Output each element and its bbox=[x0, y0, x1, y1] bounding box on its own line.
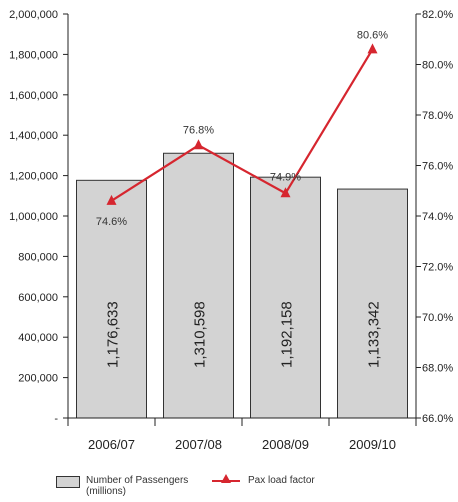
left-axis-tick-label: 1,600,000 bbox=[9, 90, 58, 102]
left-axis-tick-label: 1,400,000 bbox=[9, 130, 58, 142]
left-axis-tick-label: 1,200,000 bbox=[9, 171, 58, 183]
left-axis-tick-label: 1,800,000 bbox=[9, 49, 58, 61]
right-axis-tick-label: 74.0% bbox=[422, 211, 453, 223]
bar bbox=[163, 152, 234, 419]
right-axis-tick-label: 78.0% bbox=[422, 110, 453, 122]
right-axis-tick-label: 70.0% bbox=[422, 312, 453, 324]
load-factor-point-label: 74.6% bbox=[96, 216, 127, 228]
left-axis-tick-label: 600,000 bbox=[18, 292, 58, 304]
bar-value-label: 1,310,598 bbox=[192, 301, 209, 368]
left-axis-tick-label: 1,000,000 bbox=[9, 211, 58, 223]
right-axis-tick-label: 76.0% bbox=[422, 161, 453, 173]
load-factor-marker bbox=[280, 187, 291, 198]
load-factor-point-label: 74.9% bbox=[270, 171, 301, 183]
right-axis-tick-label: 82.0% bbox=[422, 9, 453, 21]
bar-value-label: 1,133,342 bbox=[366, 301, 383, 368]
legend-label-passengers-line1: Number of Passengers bbox=[86, 475, 189, 486]
load-factor-marker bbox=[193, 139, 204, 150]
x-axis-category-label: 2006/07 bbox=[88, 437, 135, 452]
bar bbox=[250, 176, 321, 419]
left-axis-tick-label: 400,000 bbox=[18, 332, 58, 344]
load-factor-point-label: 80.6% bbox=[357, 29, 388, 41]
left-axis-tick-label: 200,000 bbox=[18, 373, 58, 385]
bar-value-label: 1,176,633 bbox=[105, 301, 122, 368]
left-axis-tick-label: - bbox=[54, 413, 58, 425]
bar-value-label: 1,192,158 bbox=[279, 301, 296, 368]
right-axis-tick-label: 66.0% bbox=[422, 413, 453, 425]
load-factor-line bbox=[110, 48, 374, 202]
legend: Number of Passengers (millions) Pax load… bbox=[56, 474, 416, 502]
x-axis-category-label: 2009/10 bbox=[349, 437, 396, 452]
x-axis-category-label: 2007/08 bbox=[175, 437, 222, 452]
left-axis-tick-label: 800,000 bbox=[18, 251, 58, 263]
x-axis-category-label: 2008/09 bbox=[262, 437, 309, 452]
legend-bar-swatch-icon bbox=[56, 476, 80, 488]
legend-label-passengers-line2: (millions) bbox=[86, 486, 126, 497]
legend-label-load-factor: Pax load factor bbox=[248, 475, 315, 486]
legend-triangle-marker-icon bbox=[221, 474, 231, 483]
load-factor-marker bbox=[106, 194, 117, 205]
load-factor-marker bbox=[367, 43, 378, 54]
left-axis-tick-label: 2,000,000 bbox=[9, 9, 58, 21]
right-axis-tick-label: 72.0% bbox=[422, 262, 453, 274]
load-factor-point-label: 76.8% bbox=[183, 124, 214, 136]
right-axis-tick-label: 80.0% bbox=[422, 60, 453, 72]
legend-label-passengers: Number of Passengers (millions) bbox=[86, 475, 206, 497]
right-axis-tick-label: 68.0% bbox=[422, 363, 453, 375]
